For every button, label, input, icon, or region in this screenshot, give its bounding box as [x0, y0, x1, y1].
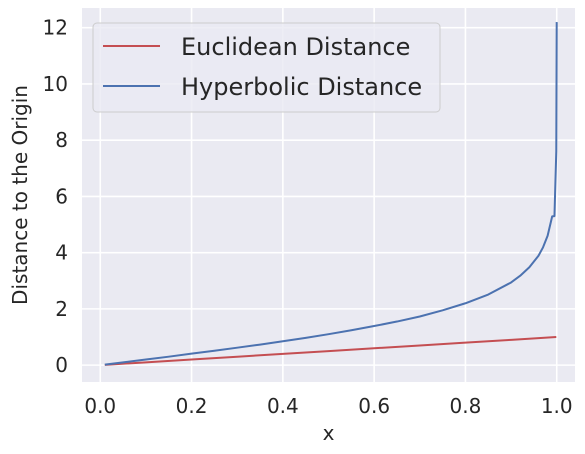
legend-box — [92, 22, 441, 113]
y-tick-label: 2 — [55, 297, 68, 321]
y-tick-label: 4 — [55, 241, 68, 265]
x-axis: 0.0 0.2 0.4 0.6 0.8 1.0 — [84, 394, 572, 418]
y-tick-label: 6 — [55, 184, 68, 208]
legend-label: Euclidean Distance — [181, 33, 410, 61]
series-layer — [104, 22, 558, 366]
legend: Euclidean Distance Hyperbolic Distance — [92, 22, 441, 113]
x-tick-label: 0.2 — [176, 394, 208, 418]
series-line-hyperbolic — [104, 22, 558, 366]
x-tick-label: 0.4 — [267, 394, 299, 418]
x-tick-label: 0.8 — [450, 394, 482, 418]
x-axis-label: x — [323, 421, 335, 445]
x-tick-label: 0.6 — [358, 394, 390, 418]
x-tick-label: 1.0 — [541, 394, 573, 418]
y-tick-label: 8 — [55, 128, 68, 152]
y-tick-label: 0 — [55, 353, 68, 377]
y-axis-label: Distance to the Origin — [8, 85, 32, 305]
y-tick-label: 10 — [43, 72, 68, 96]
y-tick-label: 12 — [43, 16, 68, 40]
legend-label: Hyperbolic Distance — [181, 73, 422, 101]
y-axis: 0 2 4 6 8 10 12 — [43, 16, 68, 377]
series-line-euclidean — [104, 336, 557, 366]
x-tick-label: 0.0 — [84, 394, 116, 418]
